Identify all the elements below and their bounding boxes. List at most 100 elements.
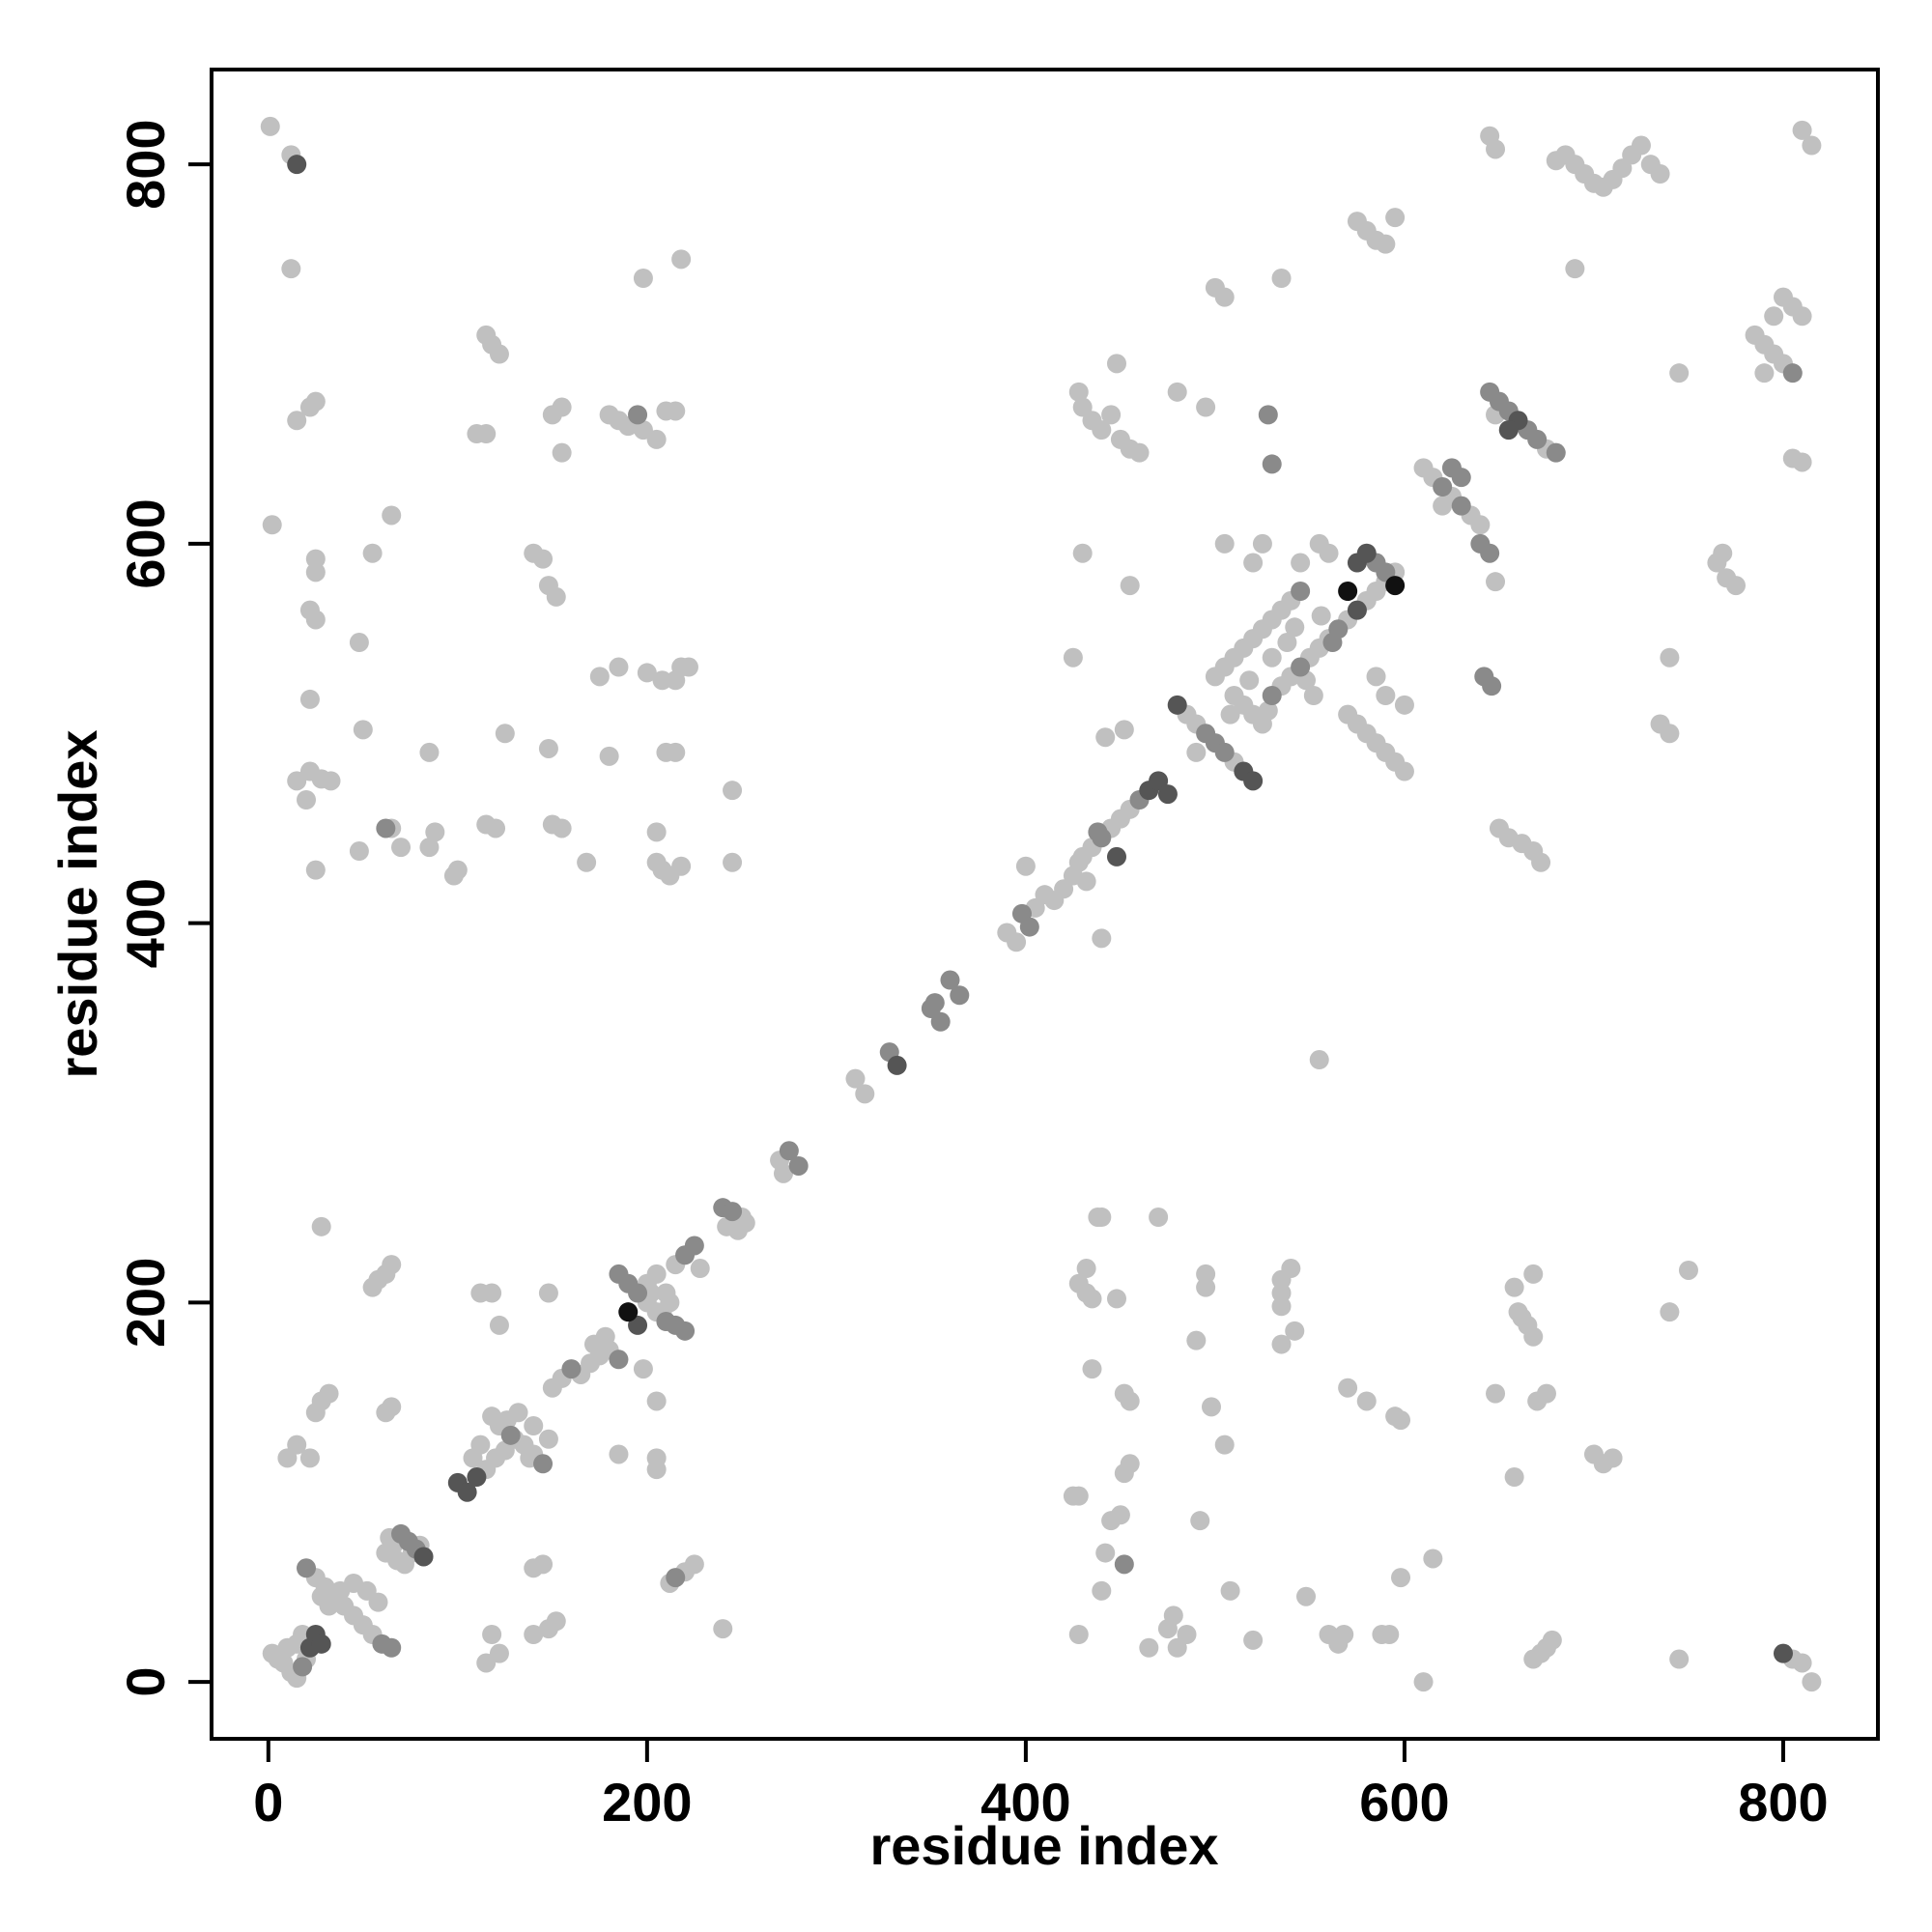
data-point <box>1149 1208 1169 1227</box>
y-tick-label: 600 <box>115 498 176 588</box>
data-point <box>1291 657 1311 677</box>
data-point <box>419 838 440 858</box>
data-point <box>1319 543 1339 563</box>
data-point <box>1773 1643 1793 1663</box>
data-point <box>1082 1289 1102 1309</box>
data-point <box>349 841 369 862</box>
data-point <box>1106 846 1126 867</box>
data-point <box>368 1592 388 1612</box>
data-point <box>1177 1625 1197 1644</box>
data-point <box>546 1611 566 1632</box>
data-point <box>646 1264 667 1284</box>
data-point <box>538 738 558 758</box>
data-point <box>281 259 301 279</box>
data-point <box>533 1454 554 1474</box>
data-point <box>1196 1264 1216 1284</box>
data-point <box>419 742 440 762</box>
data-point <box>500 1425 521 1445</box>
data-point <box>1669 1649 1690 1669</box>
data-point <box>287 155 307 175</box>
data-point <box>1660 724 1680 744</box>
data-point <box>561 1359 582 1379</box>
data-point <box>287 1435 307 1455</box>
data-point <box>666 742 686 762</box>
data-point <box>1660 1302 1680 1322</box>
data-point <box>1092 420 1112 440</box>
data-point <box>1277 633 1297 653</box>
x-axis: 0 200 400 600 800 <box>253 1739 1829 1833</box>
data-point <box>1486 139 1506 159</box>
data-point <box>1303 686 1323 705</box>
data-point <box>1309 1050 1329 1070</box>
data-point <box>546 586 566 607</box>
data-point <box>1391 1410 1411 1431</box>
data-point <box>1262 454 1282 474</box>
data-point <box>1214 533 1235 554</box>
data-point <box>1546 442 1566 463</box>
data-point <box>1792 1653 1812 1673</box>
data-point <box>287 411 307 431</box>
data-point <box>1802 135 1822 156</box>
data-point <box>1631 135 1651 156</box>
data-point <box>311 1216 331 1236</box>
x-tick-label: 200 <box>602 1772 692 1833</box>
data-point <box>723 781 743 801</box>
data-point <box>1669 363 1690 384</box>
data-point <box>678 657 698 677</box>
data-point <box>1504 1277 1524 1297</box>
data-point <box>1486 572 1506 592</box>
data-point <box>1334 1625 1354 1644</box>
data-point <box>552 397 572 417</box>
data-point <box>1482 676 1502 696</box>
data-point <box>1072 543 1093 563</box>
data-point <box>1114 720 1134 740</box>
data-point <box>1311 606 1331 626</box>
data-point <box>1285 1321 1305 1341</box>
data-point <box>1527 429 1548 449</box>
x-axis-label: residue index <box>869 1815 1218 1876</box>
x-tick-label: 0 <box>253 1772 283 1833</box>
data-point <box>1660 647 1680 668</box>
data-point <box>1792 120 1812 140</box>
y-axis-label: residue index <box>47 729 108 1078</box>
data-point <box>1385 576 1406 596</box>
data-point <box>1271 1296 1292 1317</box>
data-point <box>1565 259 1585 279</box>
data-point <box>362 543 383 563</box>
data-point <box>1114 1554 1134 1575</box>
data-point <box>1068 852 1089 872</box>
data-point <box>1347 600 1367 620</box>
data-point <box>1095 727 1116 748</box>
data-point <box>1120 1454 1140 1474</box>
data-point <box>297 1558 317 1578</box>
data-point <box>305 562 326 582</box>
data-point <box>1523 1326 1544 1347</box>
points-layer <box>260 116 1822 1692</box>
data-point <box>666 1568 686 1588</box>
data-point <box>1088 822 1108 842</box>
data-point <box>1239 670 1260 691</box>
data-point <box>1110 1505 1130 1525</box>
data-point <box>1385 208 1406 228</box>
data-point <box>628 1283 648 1303</box>
data-point <box>637 663 657 683</box>
x-tick-label: 400 <box>980 1772 1070 1833</box>
data-point <box>1433 496 1453 516</box>
data-point <box>305 860 326 880</box>
data-point <box>950 985 970 1006</box>
data-point <box>666 401 686 421</box>
data-point <box>1338 1378 1358 1398</box>
data-point <box>467 1467 487 1488</box>
data-point <box>1139 1637 1159 1658</box>
data-point <box>1262 647 1282 668</box>
data-point <box>1186 742 1207 762</box>
data-point <box>1163 1605 1183 1626</box>
data-point <box>382 1255 402 1275</box>
y-tick-label: 200 <box>115 1258 176 1348</box>
data-point <box>684 1554 704 1575</box>
data-point <box>482 1625 502 1644</box>
data-point <box>1376 686 1396 705</box>
data-point <box>1262 686 1282 705</box>
data-point <box>1536 1383 1556 1404</box>
